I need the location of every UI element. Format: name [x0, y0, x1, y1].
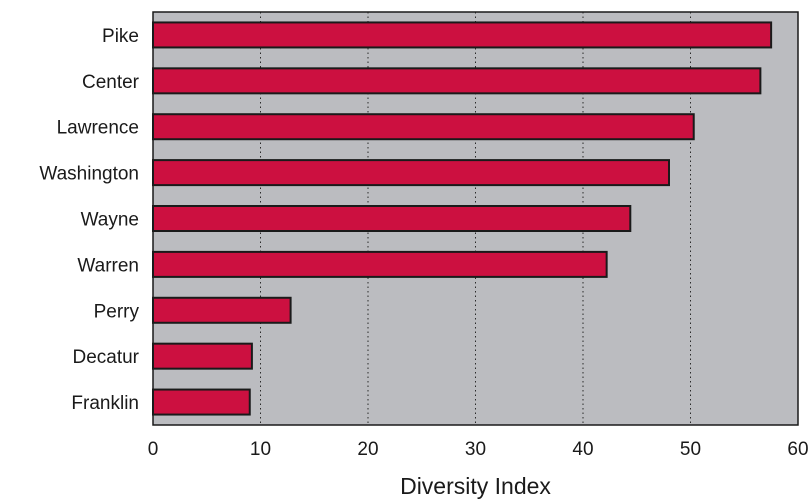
x-tick-label-30: 30 — [465, 439, 486, 460]
bar-wayne — [152, 205, 632, 232]
bars — [152, 21, 773, 416]
category-label-center: Center — [82, 72, 140, 93]
bar-decatur — [152, 342, 253, 370]
x-tick-labels: 0 10 20 30 40 50 60 — [148, 439, 809, 460]
category-label-washington: Washington — [39, 164, 139, 185]
bar-center — [152, 67, 762, 95]
x-axis-title: Diversity Index — [400, 473, 551, 499]
x-tick-label-50: 50 — [680, 439, 701, 460]
x-tick-label-40: 40 — [572, 439, 593, 460]
bar-lawrence — [152, 113, 695, 141]
bar-pike — [152, 21, 773, 49]
plot-frame — [152, 11, 799, 426]
x-tick-label-20: 20 — [357, 439, 378, 460]
category-label-pike: Pike — [102, 26, 139, 47]
bar-washington — [152, 159, 670, 187]
category-label-wayne: Wayne — [81, 210, 139, 231]
category-label-lawrence: Lawrence — [57, 118, 139, 139]
category-label-warren: Warren — [77, 255, 139, 276]
x-tick-label-10: 10 — [250, 439, 271, 460]
x-tick-label-0: 0 — [148, 439, 159, 460]
bar-franklin — [152, 388, 251, 416]
category-labels: Pike Center Lawrence Washington Wayne Warren P… — [39, 26, 139, 414]
bar-warren — [152, 250, 608, 278]
bar-perry — [152, 296, 292, 324]
category-label-decatur: Decatur — [72, 347, 139, 368]
category-label-franklin: Franklin — [71, 393, 139, 414]
x-tick-label-60: 60 — [787, 439, 808, 460]
category-label-perry: Perry — [94, 301, 140, 322]
